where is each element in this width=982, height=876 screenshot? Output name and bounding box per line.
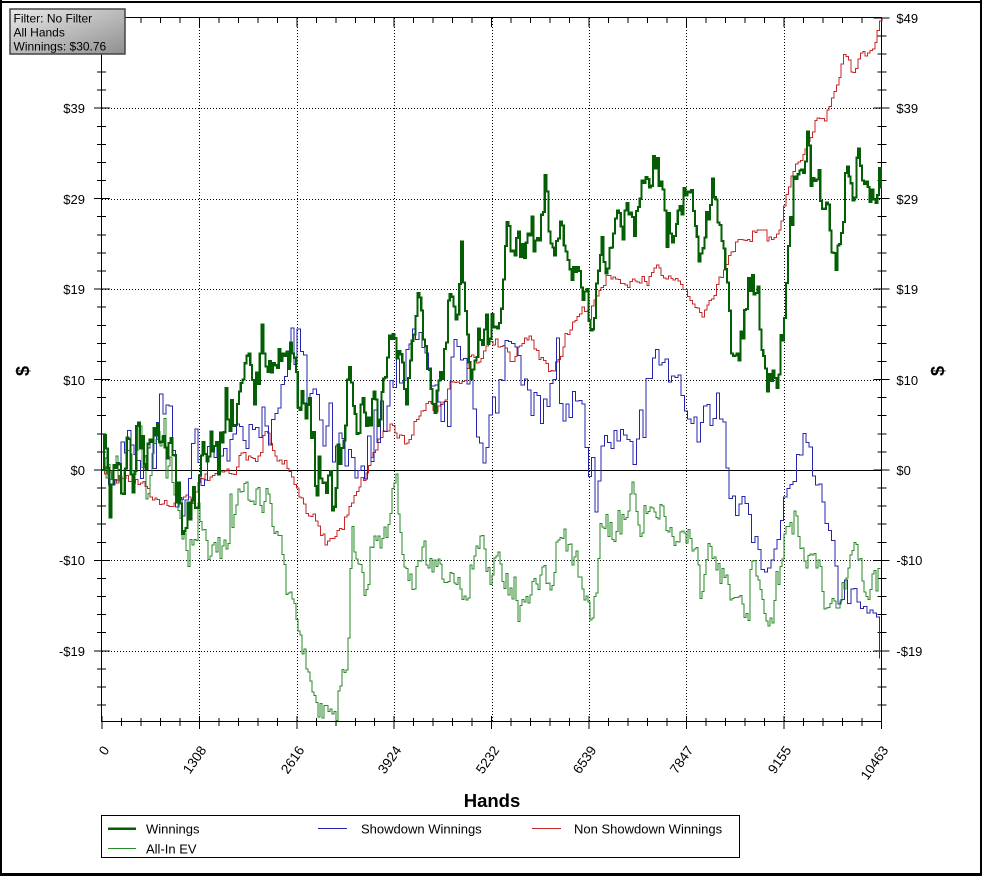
svg-text:6539: 6539: [570, 743, 600, 776]
svg-text:$10: $10: [896, 373, 918, 388]
svg-text:9155: 9155: [765, 743, 795, 776]
svg-text:All Hands: All Hands: [14, 26, 65, 40]
svg-text:$39: $39: [896, 101, 918, 116]
svg-text:Hands: Hands: [464, 790, 521, 811]
svg-text:10463: 10463: [858, 743, 892, 782]
svg-text:-$10: -$10: [896, 553, 922, 568]
svg-text:-$10: -$10: [59, 553, 85, 568]
svg-text:All-In EV: All-In EV: [146, 842, 197, 857]
svg-text:-$19: -$19: [59, 644, 85, 659]
svg-text:$39: $39: [63, 101, 85, 116]
svg-text:7847: 7847: [667, 743, 697, 776]
svg-text:-$19: -$19: [896, 644, 922, 659]
svg-text:$0: $0: [71, 463, 85, 478]
svg-text:$0: $0: [896, 463, 910, 478]
svg-text:$: $: [928, 366, 948, 376]
svg-text:Winnings: Winnings: [146, 822, 200, 837]
svg-text:1308: 1308: [180, 743, 210, 776]
svg-text:$10: $10: [63, 373, 85, 388]
svg-text:Winnings: $30.76: Winnings: $30.76: [14, 40, 107, 54]
svg-text:Non Showdown Winnings: Non Showdown Winnings: [574, 822, 723, 837]
svg-text:3924: 3924: [375, 743, 405, 777]
svg-text:$19: $19: [896, 282, 918, 297]
svg-text:Filter: No Filter: Filter: No Filter: [14, 12, 93, 26]
svg-text:5232: 5232: [473, 743, 503, 776]
svg-text:$29: $29: [63, 192, 85, 207]
svg-text:2616: 2616: [278, 743, 308, 776]
svg-text:$29: $29: [896, 192, 918, 207]
svg-text:$: $: [13, 366, 33, 376]
svg-text:0: 0: [96, 743, 113, 758]
svg-text:Showdown Winnings: Showdown Winnings: [361, 822, 482, 837]
svg-text:$19: $19: [63, 282, 85, 297]
svg-text:$49: $49: [896, 11, 918, 26]
